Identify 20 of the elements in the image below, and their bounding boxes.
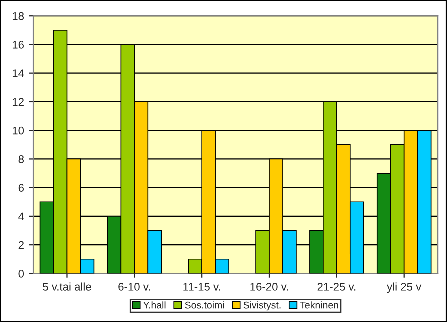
legend-label: Sivistyst. [244, 302, 281, 311]
y-tick-label: 4 [18, 212, 24, 220]
y-tick-label: 2 [18, 241, 24, 250]
y-tick-label: 18 [12, 12, 24, 20]
legend-label: Y.hall [143, 302, 166, 309]
x-tick-label: 6-10 v. [118, 283, 150, 291]
y-tick-label: 12 [12, 98, 24, 106]
x-tick-label: yli 25 v [387, 282, 422, 294]
y-tick-label: 6 [18, 184, 24, 192]
y-tick-label: 8 [18, 155, 24, 164]
x-tick-label: 16-20 v. [250, 283, 288, 291]
y-tick-label: 10 [12, 126, 24, 135]
x-tick-label: 5 v.tai alle [43, 282, 92, 291]
y-tick-label: 16 [12, 40, 24, 49]
y-tick-label: 0 [18, 270, 24, 278]
x-tick-label: 21-25 v. [318, 283, 356, 291]
legend-label: Tekninen [300, 302, 338, 309]
y-tick-label: 14 [12, 70, 24, 78]
legend-label: Sos.toimi [185, 302, 224, 309]
x-tick-label: 11-15 v. [184, 283, 220, 291]
